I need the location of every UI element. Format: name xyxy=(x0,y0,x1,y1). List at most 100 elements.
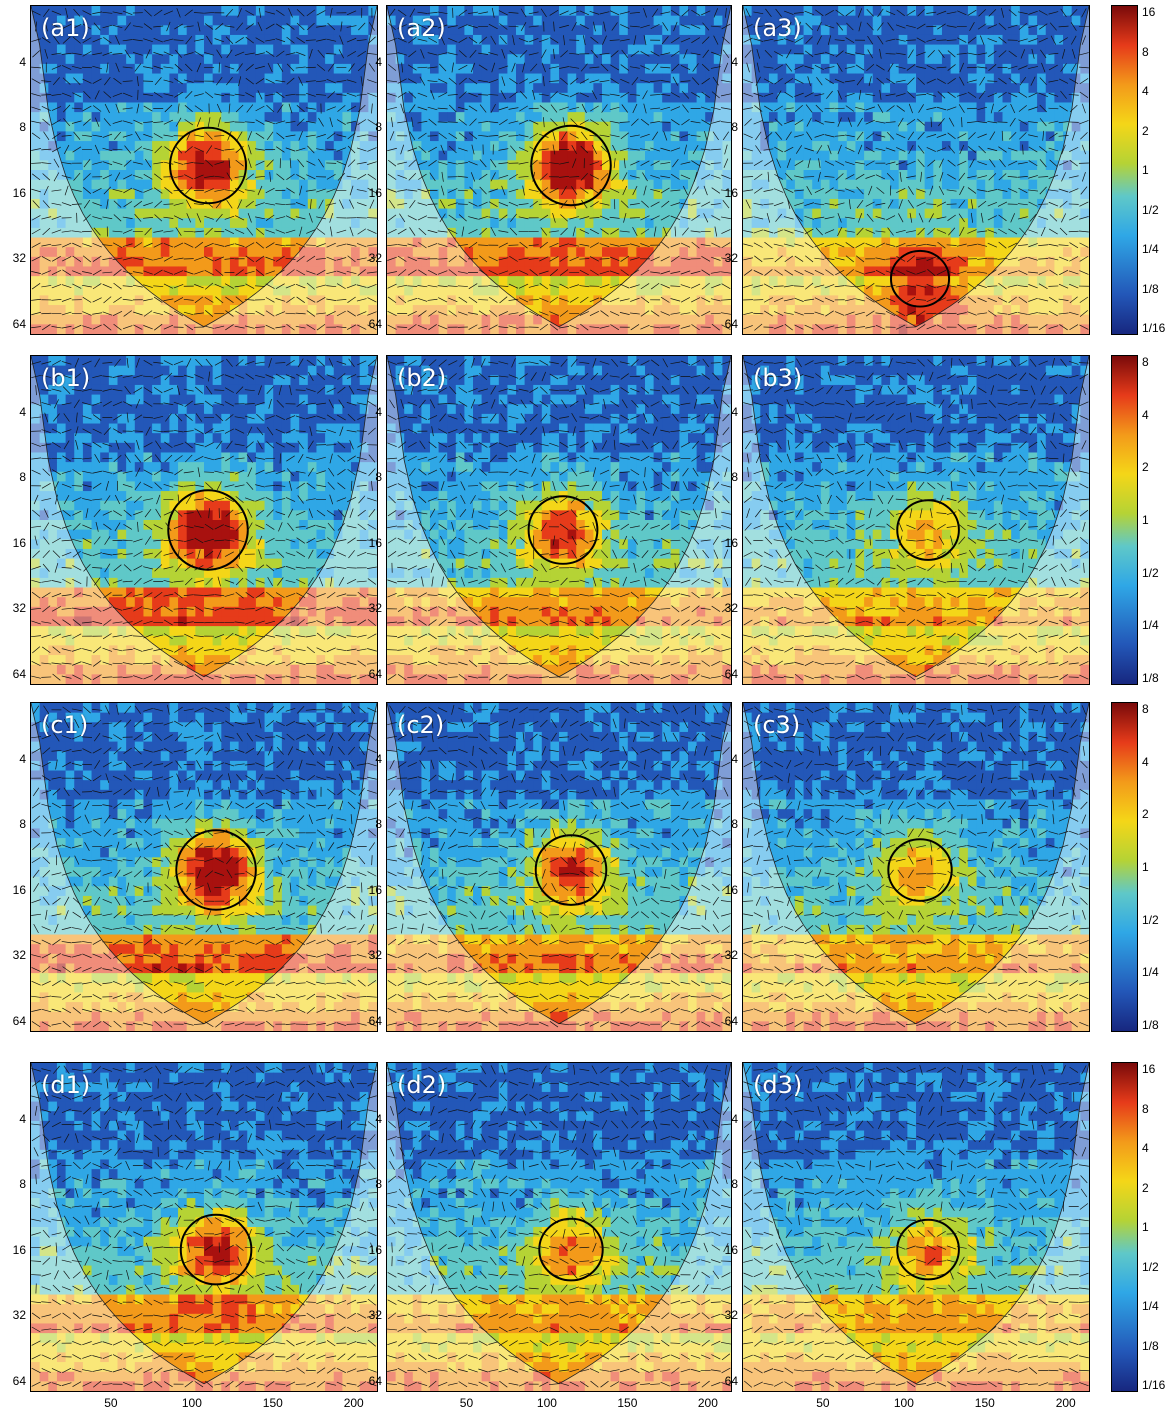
heatmap-cell xyxy=(899,141,908,151)
heatmap-cell xyxy=(152,83,161,93)
heatmap-cell xyxy=(525,160,534,170)
heatmap-cell xyxy=(92,141,101,151)
heatmap-cell xyxy=(204,151,213,161)
heatmap-cell xyxy=(74,122,83,132)
heatmap-cell xyxy=(533,247,542,257)
heatmap-cell xyxy=(645,160,654,170)
heatmap-cell xyxy=(273,16,282,26)
heatmap-cell xyxy=(169,122,178,132)
heatmap-cell xyxy=(662,102,671,112)
heatmap-cell xyxy=(873,112,882,122)
heatmap-cell xyxy=(568,286,577,296)
heatmap-cell xyxy=(499,238,508,248)
heatmap-cell xyxy=(1054,35,1063,45)
heatmap-cell xyxy=(1054,83,1063,93)
heatmap-cell xyxy=(628,170,637,180)
heatmap-cell xyxy=(282,238,291,248)
heatmap-cell xyxy=(559,64,568,74)
heatmap-cell xyxy=(291,131,300,141)
heatmap-cell xyxy=(118,247,127,257)
heatmap-cell xyxy=(951,93,960,103)
heatmap-cell xyxy=(994,16,1003,26)
heatmap-cell xyxy=(152,122,161,132)
heatmap-cell xyxy=(308,218,317,228)
heatmap-cell xyxy=(1072,35,1081,45)
heatmap-cell xyxy=(143,247,152,257)
heatmap-cell xyxy=(499,83,508,93)
heatmap-cell xyxy=(864,54,873,64)
heatmap-cell xyxy=(576,189,585,199)
heatmap-cell xyxy=(864,74,873,84)
heatmap-cell xyxy=(507,112,516,122)
heatmap-cell xyxy=(516,247,525,257)
heatmap-cell xyxy=(881,83,890,93)
heatmap-cell xyxy=(439,122,448,132)
heatmap-cell xyxy=(57,64,66,74)
heatmap-cell xyxy=(135,209,144,219)
heatmap-cell xyxy=(187,160,196,170)
heatmap-cell xyxy=(576,170,585,180)
heatmap-cell xyxy=(916,54,925,64)
heatmap-cell xyxy=(256,93,265,103)
heatmap-cell xyxy=(291,160,300,170)
heatmap-cell xyxy=(1072,16,1081,26)
heatmap-cell xyxy=(204,112,213,122)
heatmap-cell xyxy=(213,112,222,122)
heatmap-cell xyxy=(256,102,265,112)
heatmap-cell xyxy=(568,228,577,238)
heatmap-cell xyxy=(482,102,491,112)
heatmap-cell xyxy=(619,151,628,161)
heatmap-cell xyxy=(439,141,448,151)
heatmap-cell xyxy=(679,160,688,170)
heatmap-cell xyxy=(830,122,839,132)
heatmap-cell xyxy=(533,160,542,170)
heatmap-cell xyxy=(812,25,821,35)
heatmap-cell xyxy=(169,257,178,267)
heatmap-cell xyxy=(447,64,456,74)
heatmap-cell xyxy=(645,189,654,199)
heatmap-cell xyxy=(821,151,830,161)
heatmap-cell xyxy=(611,218,620,228)
heatmap-cell xyxy=(1054,54,1063,64)
heatmap-cell xyxy=(559,74,568,84)
heatmap-cell xyxy=(916,45,925,55)
heatmap-cell xyxy=(178,54,187,64)
heatmap-cell xyxy=(221,16,230,26)
heatmap-cell xyxy=(1020,16,1029,26)
heatmap-cell xyxy=(786,64,795,74)
heatmap-cell xyxy=(542,83,551,93)
heatmap-cell xyxy=(282,93,291,103)
heatmap-cell xyxy=(619,209,628,219)
heatmap-cell xyxy=(109,74,118,84)
heatmap-cell xyxy=(542,305,551,315)
heatmap-cell xyxy=(126,83,135,93)
heatmap-cell xyxy=(550,25,559,35)
heatmap-cell xyxy=(645,112,654,122)
heatmap-cell xyxy=(490,141,499,151)
heatmap-cell xyxy=(959,16,968,26)
heatmap-cell xyxy=(968,64,977,74)
heatmap-cell xyxy=(464,238,473,248)
heatmap-cell xyxy=(308,54,317,64)
heatmap-cell xyxy=(654,209,663,219)
heatmap-cell xyxy=(247,6,256,16)
heatmap-cell xyxy=(611,16,620,26)
heatmap-cell xyxy=(230,45,239,55)
heatmap-cell xyxy=(100,6,109,16)
heatmap-cell xyxy=(195,54,204,64)
heatmap-cell xyxy=(1003,122,1012,132)
heatmap-cell xyxy=(143,122,152,132)
heatmap-cell xyxy=(550,228,559,238)
heatmap-cell xyxy=(830,112,839,122)
heatmap-cell xyxy=(559,160,568,170)
heatmap-cell xyxy=(247,112,256,122)
heatmap-cell xyxy=(299,74,308,84)
heatmap-cell xyxy=(109,228,118,238)
heatmap-cell xyxy=(1046,131,1055,141)
heatmap-cell xyxy=(899,112,908,122)
heatmap-cell xyxy=(135,266,144,276)
heatmap-cell xyxy=(291,122,300,132)
heatmap-cell xyxy=(654,112,663,122)
heatmap-cell xyxy=(550,102,559,112)
heatmap-cell xyxy=(542,93,551,103)
